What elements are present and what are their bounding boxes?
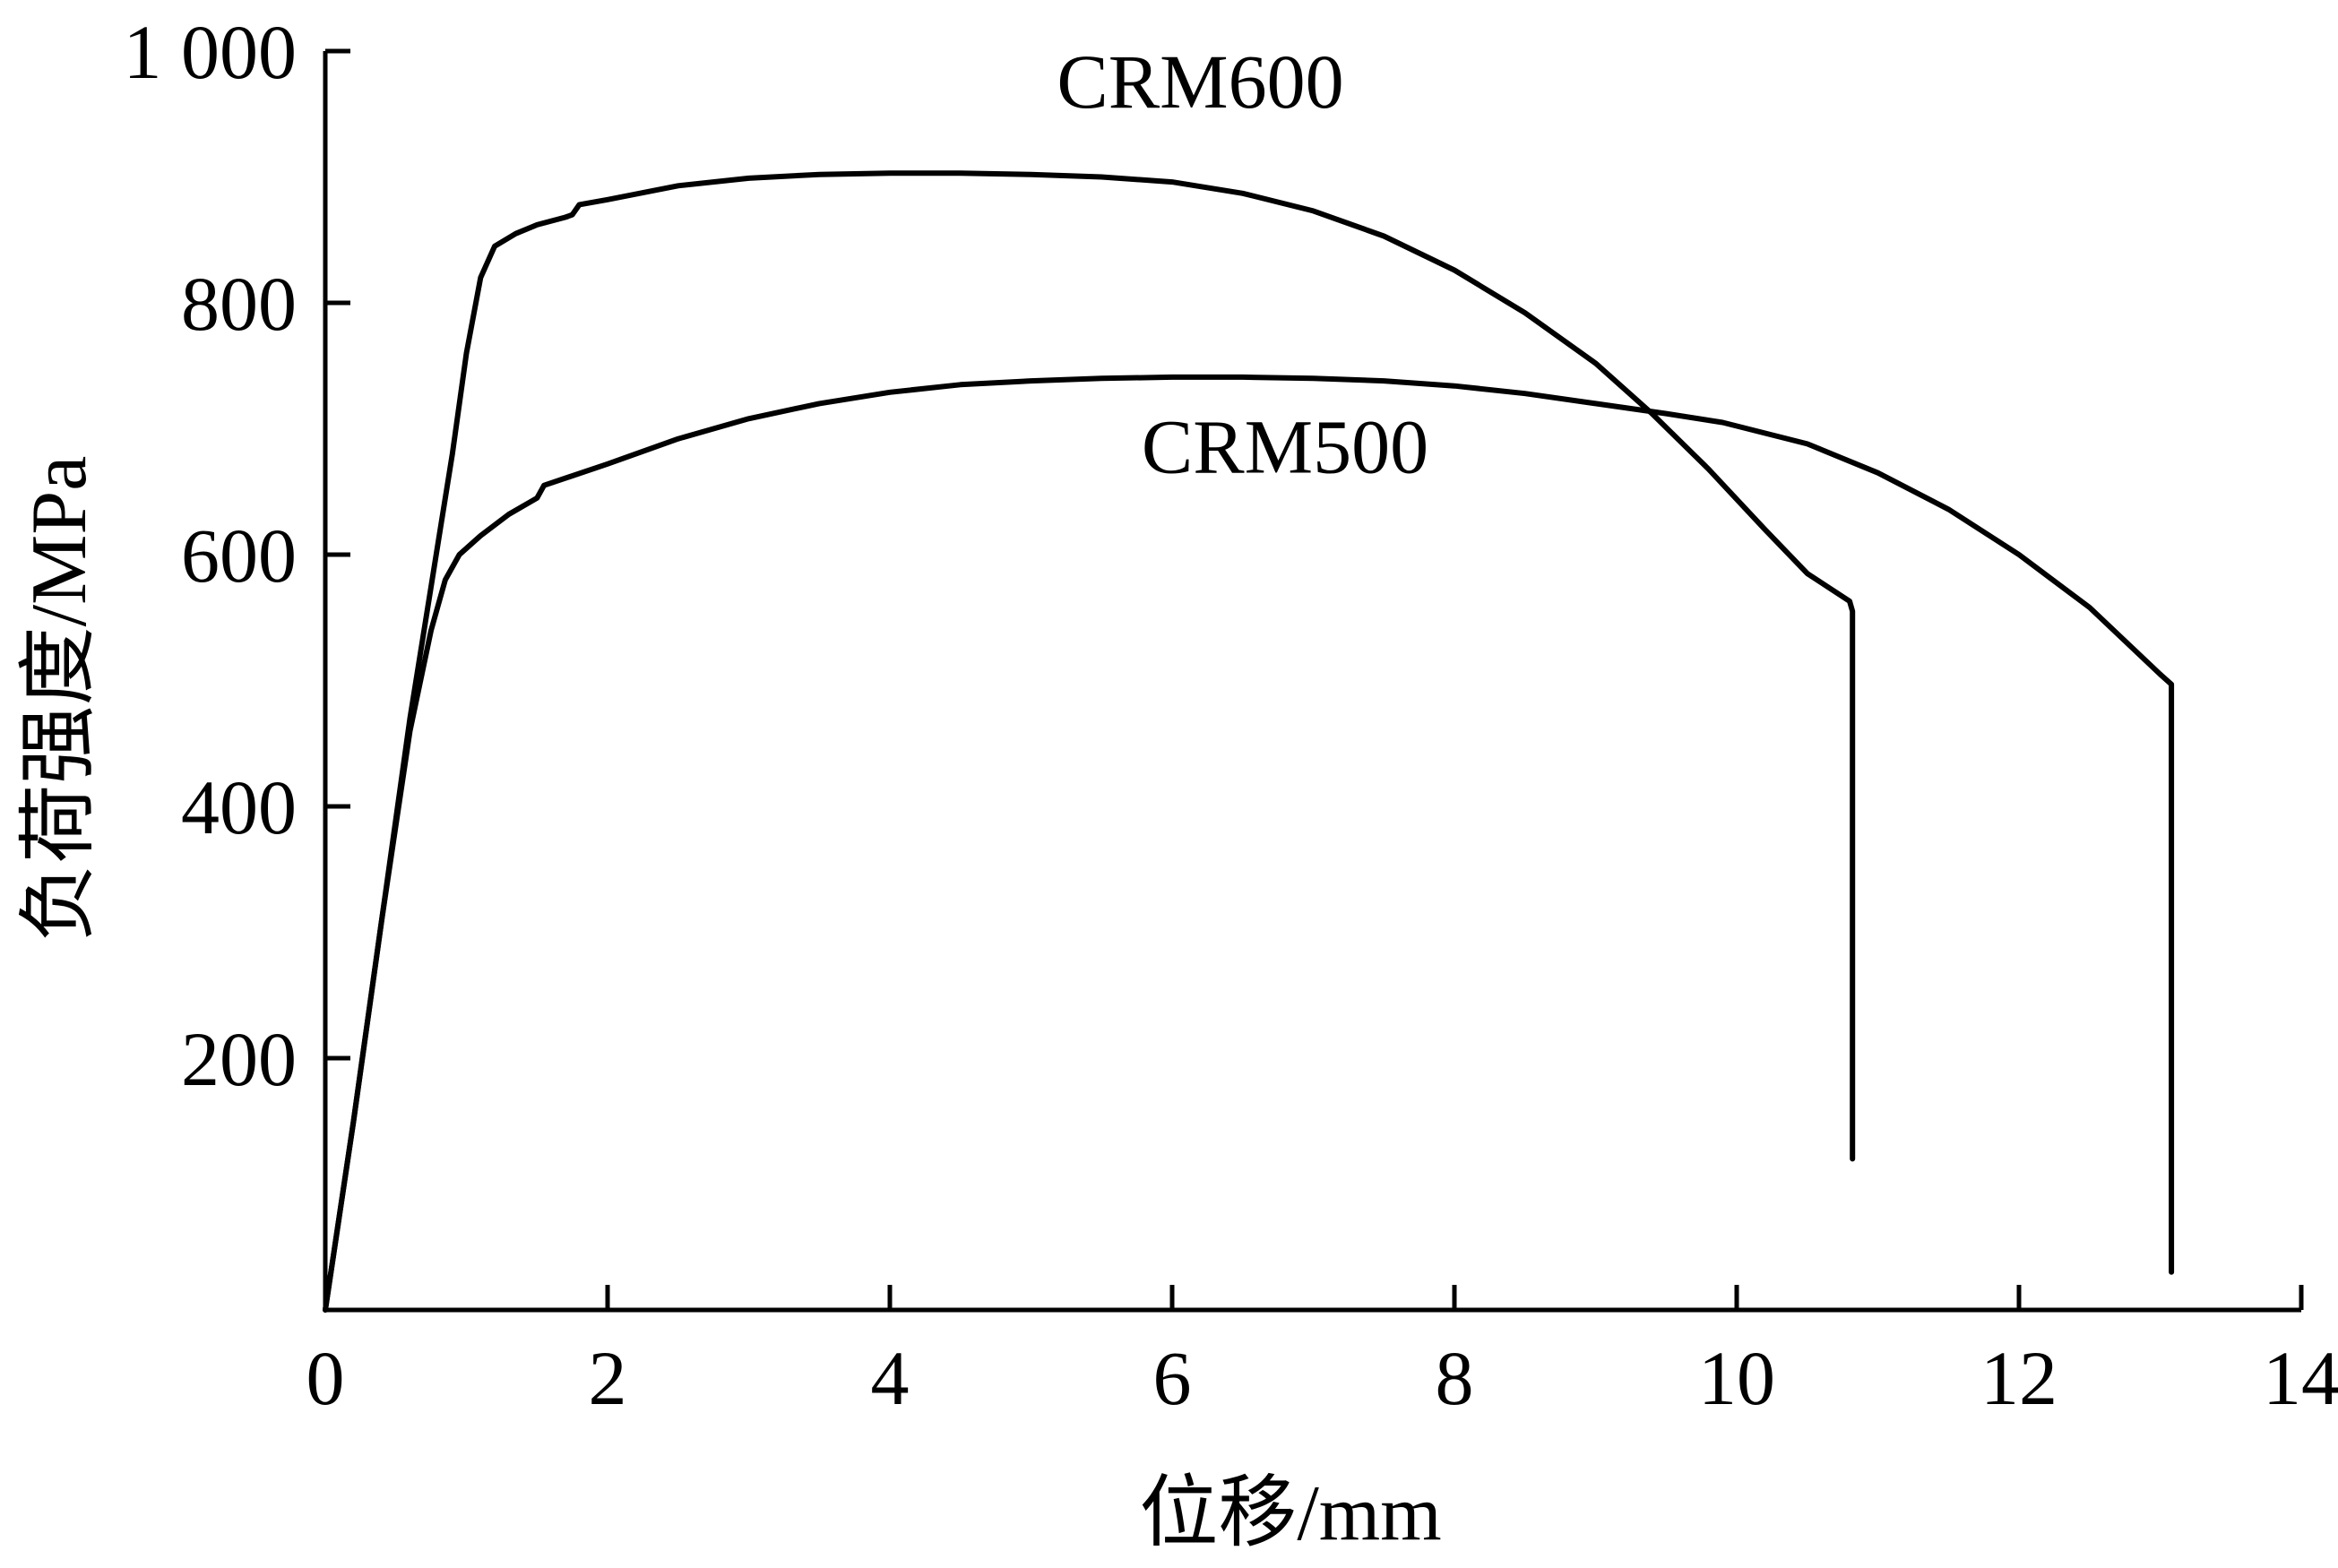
series-group bbox=[323, 170, 2175, 1313]
x-tick-label: 12 bbox=[1980, 1335, 2058, 1421]
x-tick-label: 2 bbox=[589, 1335, 627, 1421]
y-tick-label: 600 bbox=[181, 513, 297, 599]
tick-labels: 0 2 4 6 8 10 12 14 200 400 600 800 1 000 bbox=[124, 9, 2338, 1421]
series-label-crm500: CRM500 bbox=[1142, 404, 1428, 490]
y-axis-title: 负荷强度/MPa bbox=[16, 456, 103, 943]
x-tick-label: 4 bbox=[871, 1335, 910, 1421]
x-axis-title: 位移/mm bbox=[1139, 1470, 1441, 1557]
ticks bbox=[325, 48, 2304, 1310]
series-line-crm500 bbox=[323, 374, 2175, 1313]
axes bbox=[323, 51, 2301, 1313]
annotations: CRM600 CRM500 bbox=[1057, 39, 1428, 489]
x-tick-label: 8 bbox=[1436, 1335, 1474, 1421]
x-tick-label: 6 bbox=[1153, 1335, 1192, 1421]
y-tick-label: 1 000 bbox=[124, 9, 298, 95]
series-line-crm600 bbox=[323, 170, 1856, 1313]
x-tick-label: 14 bbox=[2263, 1335, 2338, 1421]
y-tick-label: 800 bbox=[181, 261, 297, 347]
x-tick-label: 0 bbox=[306, 1335, 345, 1421]
y-tick-label: 200 bbox=[181, 1016, 297, 1102]
y-tick-label: 400 bbox=[181, 764, 297, 850]
series-label-crm600: CRM600 bbox=[1057, 39, 1343, 125]
x-tick-label: 10 bbox=[1698, 1335, 1775, 1421]
